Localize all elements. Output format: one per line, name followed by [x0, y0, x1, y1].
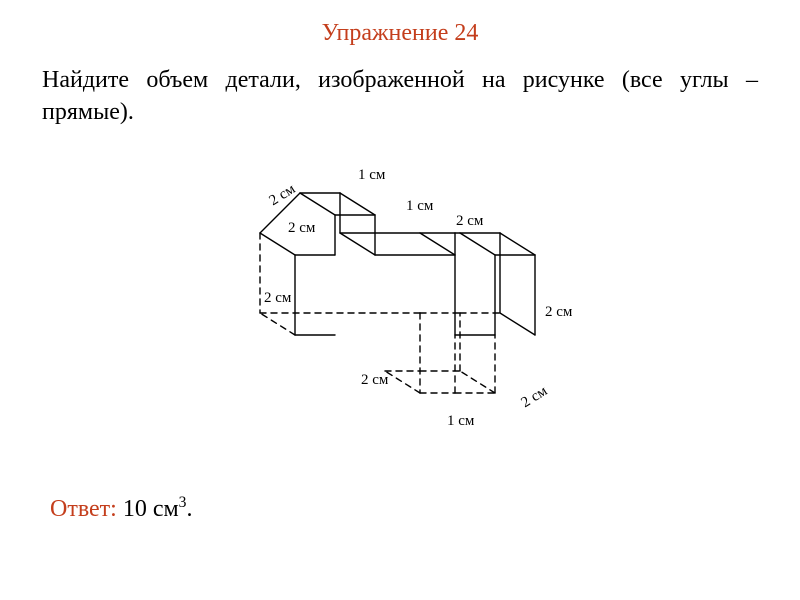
dimension-label: 1 см [447, 413, 474, 430]
answer-value: 10 см [117, 496, 179, 522]
title-text: Упражнение 24 [322, 20, 479, 46]
answer-line: Ответ: 10 см3. [50, 494, 192, 523]
dimension-label: 2 см [264, 290, 291, 307]
dimension-label: 2 см [288, 220, 315, 237]
dimension-label: 1 см [406, 198, 433, 215]
dimension-label: 2 см [361, 372, 388, 389]
dimension-label: 2 см [545, 304, 572, 321]
exercise-title: Упражнение 24 [0, 20, 800, 47]
answer-label: Ответ: [50, 496, 117, 522]
problem-text: Найдите объем детали, изображенной на ри… [42, 67, 758, 125]
dimension-label: 1 см [358, 167, 385, 184]
problem-statement: Найдите объем детали, изображенной на ри… [42, 64, 758, 129]
dimension-label: 2 см [456, 213, 483, 230]
answer-tail: . [186, 496, 192, 522]
geometry-figure: 1 см2 см1 см2 см2 см2 см2 см2 см1 см2 см [210, 165, 590, 435]
